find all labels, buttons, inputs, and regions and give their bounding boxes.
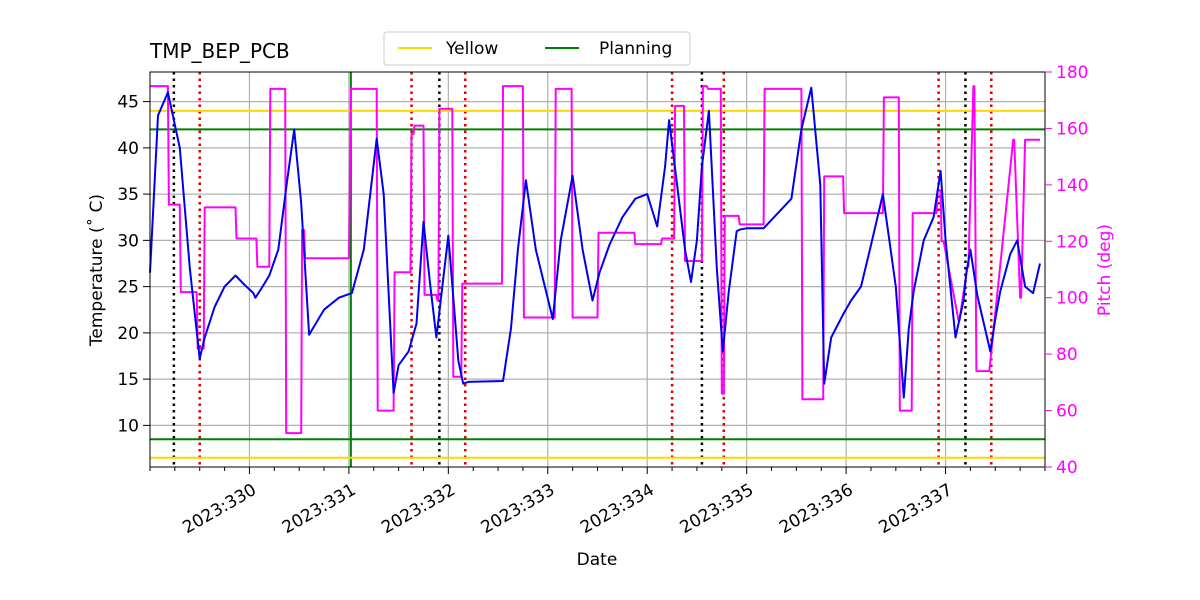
- y2-axis-label: Pitch (deg): [1095, 224, 1115, 316]
- y-tick-label: 30: [117, 231, 139, 251]
- series-line-tmp-bep-pcb: [149, 86, 1041, 399]
- y2-tick-label: 80: [1056, 345, 1078, 365]
- chart-title: TMP_BEP_PCB: [149, 39, 290, 63]
- y2-tick-label: 60: [1056, 402, 1078, 422]
- y-tick-label: 40: [117, 139, 139, 159]
- y-tick-label: 45: [117, 93, 139, 113]
- y2-tick-label: 40: [1056, 458, 1078, 478]
- y2-tick-label: 140: [1056, 176, 1088, 196]
- y-tick-label: 10: [117, 416, 139, 436]
- y2-tick-label: 180: [1056, 63, 1088, 83]
- y2-tick-label: 120: [1056, 232, 1088, 252]
- legend: Yellow Planning: [383, 31, 691, 66]
- y-axis-label: Temperature (˚ C): [86, 194, 107, 347]
- y2-tick-label: 160: [1056, 119, 1088, 139]
- x-axis-label: Date: [577, 550, 618, 570]
- y-tick-label: 35: [117, 185, 139, 205]
- y2-tick-label: 100: [1056, 289, 1088, 309]
- y-tick-label: 25: [117, 278, 139, 298]
- legend-label-planning: Planning: [599, 39, 672, 59]
- temperature-series: [149, 86, 1041, 399]
- y-tick-label: 15: [117, 370, 139, 390]
- y-tick-label: 20: [117, 324, 139, 344]
- legend-label-yellow: Yellow: [445, 39, 498, 59]
- legend-box: [383, 31, 691, 66]
- limit-lines: [150, 109, 1045, 459]
